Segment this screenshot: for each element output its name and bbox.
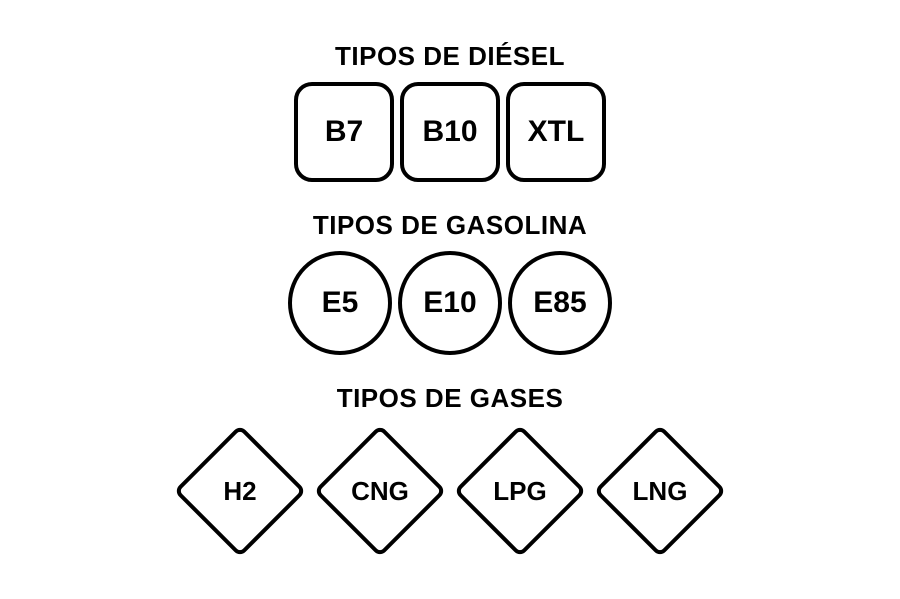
gasoline-section: TIPOS DE GASOLINA E5 E10 E85 — [288, 210, 612, 355]
diesel-row: B7 B10 XTL — [294, 82, 606, 182]
gases-item-h2: H2 — [173, 424, 307, 558]
gasoline-item-e10: E10 — [398, 251, 502, 355]
gases-title: TIPOS DE GASES — [337, 383, 564, 414]
gasoline-row: E5 E10 E85 — [288, 251, 612, 355]
diamond-label: LPG — [493, 476, 546, 507]
gases-item-lpg: LPG — [453, 424, 587, 558]
diesel-item-b7: B7 — [294, 82, 394, 182]
diesel-section: TIPOS DE DIÉSEL B7 B10 XTL — [294, 41, 606, 182]
diamond-label: LNG — [633, 476, 688, 507]
diamond-label: H2 — [223, 476, 256, 507]
gasoline-title: TIPOS DE GASOLINA — [313, 210, 587, 241]
gases-section: TIPOS DE GASES H2 CNG LPG LNG — [173, 383, 727, 558]
gases-item-lng: LNG — [593, 424, 727, 558]
gases-row: H2 CNG LPG LNG — [173, 424, 727, 558]
diesel-item-b10: B10 — [400, 82, 500, 182]
diesel-title: TIPOS DE DIÉSEL — [335, 41, 565, 72]
gases-item-cng: CNG — [313, 424, 447, 558]
diesel-item-xtl: XTL — [506, 82, 606, 182]
diamond-label: CNG — [351, 476, 409, 507]
gasoline-item-e85: E85 — [508, 251, 612, 355]
gasoline-item-e5: E5 — [288, 251, 392, 355]
